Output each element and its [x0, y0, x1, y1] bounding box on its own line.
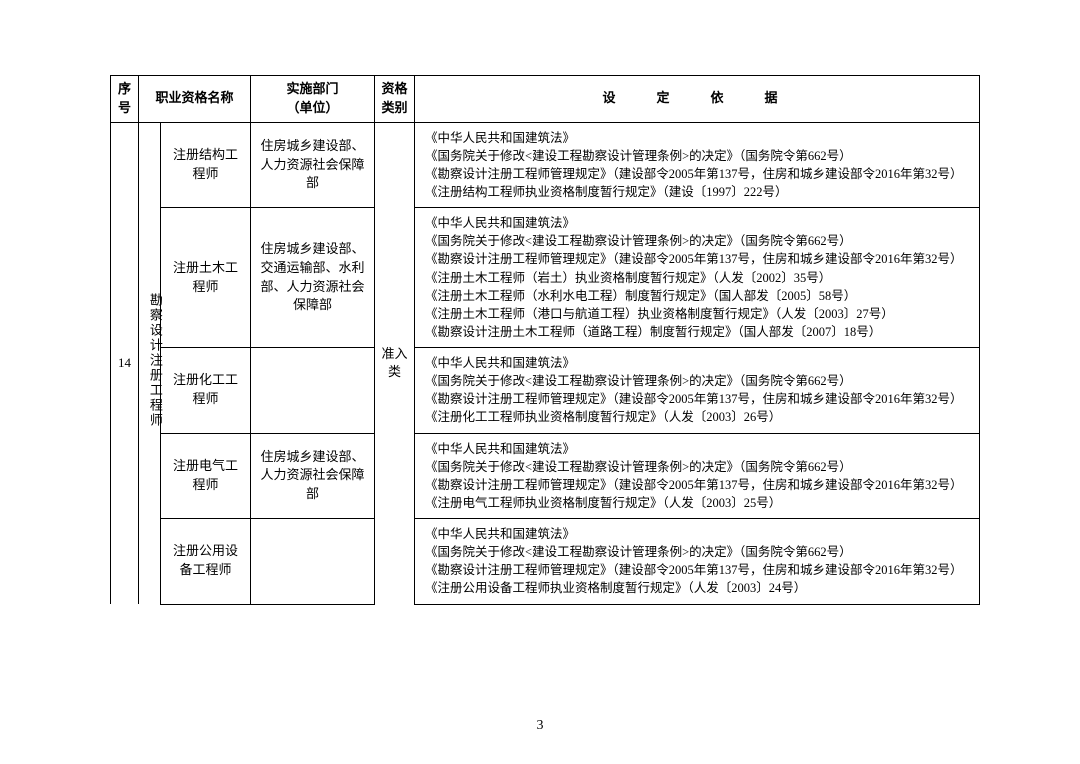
header-type: 资格 类别	[375, 76, 415, 123]
basis-line: 《中华人民共和国建筑法》	[425, 354, 971, 372]
basis-cell: 《中华人民共和国建筑法》《国务院关于修改<建设工程勘察设计管理条例>的决定》（国…	[415, 122, 980, 208]
basis-line: 《勘察设计注册工程师管理规定》（建设部令2005年第137号，住房和城乡建设部令…	[425, 390, 971, 408]
basis-line: 《勘察设计注册工程师管理规定》（建设部令2005年第137号，住房和城乡建设部令…	[425, 561, 971, 579]
department-cell: 住房城乡建设部、交通运输部、水利部、人力资源社会保障部	[251, 208, 375, 348]
basis-line: 《勘察设计注册工程师管理规定》（建设部令2005年第137号，住房和城乡建设部令…	[425, 165, 971, 183]
basis-line: 《国务院关于修改<建设工程勘察设计管理条例>的决定》（国务院令第662号）	[425, 372, 971, 390]
basis-line: 《国务院关于修改<建设工程勘察设计管理条例>的决定》（国务院令第662号）	[425, 147, 971, 165]
page-number: 3	[0, 718, 1080, 734]
type-cell: 准入类	[375, 122, 415, 604]
basis-line: 《注册土木工程师（水利水电工程）制度暂行规定》（国人部发〔2005〕58号）	[425, 287, 971, 305]
department-cell: 住房城乡建设部、人力资源社会保障部	[251, 122, 375, 208]
table-row: 注册土木工程师住房城乡建设部、交通运输部、水利部、人力资源社会保障部《中华人民共…	[111, 208, 980, 348]
basis-line: 《中华人民共和国建筑法》	[425, 525, 971, 543]
qualification-table: 序号 职业资格名称 实施部门 （单位） 资格 类别 设 定 依 据 14勘察设计…	[110, 75, 980, 605]
department-cell	[251, 348, 375, 434]
seq-cell: 14	[111, 122, 139, 604]
table-row: 注册电气工程师住房城乡建设部、人力资源社会保障部《中华人民共和国建筑法》《国务院…	[111, 433, 980, 519]
basis-cell: 《中华人民共和国建筑法》《国务院关于修改<建设工程勘察设计管理条例>的决定》（国…	[415, 348, 980, 434]
basis-line: 《注册土木工程师（岩土）执业资格制度暂行规定》（人发〔2002〕35号）	[425, 269, 971, 287]
basis-cell: 《中华人民共和国建筑法》《国务院关于修改<建设工程勘察设计管理条例>的决定》（国…	[415, 433, 980, 519]
basis-line: 《勘察设计注册工程师管理规定》（建设部令2005年第137号，住房和城乡建设部令…	[425, 250, 971, 268]
basis-line: 《勘察设计注册工程师管理规定》（建设部令2005年第137号，住房和城乡建设部令…	[425, 476, 971, 494]
table-header-row: 序号 职业资格名称 实施部门 （单位） 资格 类别 设 定 依 据	[111, 76, 980, 123]
basis-line: 《注册结构工程师执业资格制度暂行规定》（建设〔1997〕222号）	[425, 183, 971, 201]
basis-line: 《国务院关于修改<建设工程勘察设计管理条例>的决定》（国务院令第662号）	[425, 458, 971, 476]
basis-line: 《注册化工工程师执业资格制度暂行规定》（人发〔2003〕26号）	[425, 408, 971, 426]
header-dept: 实施部门 （单位）	[251, 76, 375, 123]
department-cell	[251, 519, 375, 605]
table-body: 14勘察设计注册工程师注册结构工程师住房城乡建设部、人力资源社会保障部准入类《中…	[111, 122, 980, 604]
table-row: 注册化工工程师 《中华人民共和国建筑法》《国务院关于修改<建设工程勘察设计管理条例…	[111, 348, 980, 434]
basis-line: 《中华人民共和国建筑法》	[425, 440, 971, 458]
page-container: 序号 职业资格名称 实施部门 （单位） 资格 类别 设 定 依 据 14勘察设计…	[0, 0, 1080, 764]
basis-line: 《中华人民共和国建筑法》	[425, 214, 971, 232]
table-row: 注册公用设备工程师 《中华人民共和国建筑法》《国务院关于修改<建设工程勘察设计管理…	[111, 519, 980, 605]
qualification-name: 注册电气工程师	[161, 433, 251, 519]
category-cell: 勘察设计注册工程师	[139, 122, 161, 604]
header-name: 职业资格名称	[139, 76, 251, 123]
basis-line: 《注册公用设备工程师执业资格制度暂行规定》（人发〔2003〕24号）	[425, 579, 971, 597]
table-row: 14勘察设计注册工程师注册结构工程师住房城乡建设部、人力资源社会保障部准入类《中…	[111, 122, 980, 208]
basis-line: 《国务院关于修改<建设工程勘察设计管理条例>的决定》（国务院令第662号）	[425, 543, 971, 561]
qualification-name: 注册公用设备工程师	[161, 519, 251, 605]
basis-line: 《注册土木工程师（港口与航道工程）执业资格制度暂行规定》（人发〔2003〕27号…	[425, 305, 971, 323]
basis-line: 《注册电气工程师执业资格制度暂行规定》（人发〔2003〕25号）	[425, 494, 971, 512]
header-seq: 序号	[111, 76, 139, 123]
basis-line: 《国务院关于修改<建设工程勘察设计管理条例>的决定》（国务院令第662号）	[425, 232, 971, 250]
basis-line: 《勘察设计注册土木工程师（道路工程）制度暂行规定》（国人部发〔2007〕18号）	[425, 323, 971, 341]
department-cell: 住房城乡建设部、人力资源社会保障部	[251, 433, 375, 519]
qualification-name: 注册土木工程师	[161, 208, 251, 348]
basis-cell: 《中华人民共和国建筑法》《国务院关于修改<建设工程勘察设计管理条例>的决定》（国…	[415, 208, 980, 348]
header-basis: 设 定 依 据	[415, 76, 980, 123]
basis-cell: 《中华人民共和国建筑法》《国务院关于修改<建设工程勘察设计管理条例>的决定》（国…	[415, 519, 980, 605]
qualification-name: 注册化工工程师	[161, 348, 251, 434]
qualification-name: 注册结构工程师	[161, 122, 251, 208]
basis-line: 《中华人民共和国建筑法》	[425, 129, 971, 147]
